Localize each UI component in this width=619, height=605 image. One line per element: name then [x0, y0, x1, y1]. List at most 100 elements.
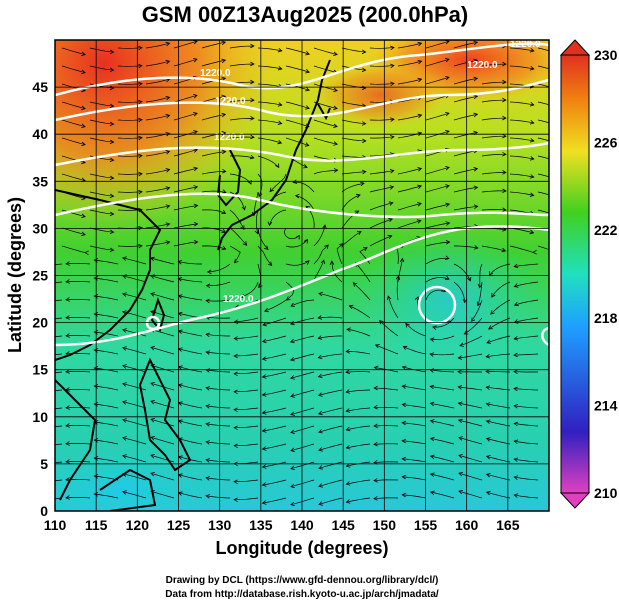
streamline-arrow	[557, 51, 561, 55]
streamline-arrow	[275, 163, 280, 169]
y-tick-label: 20	[32, 315, 48, 331]
streamline	[514, 263, 539, 267]
y-tick-label: 30	[32, 220, 48, 236]
contour-lines	[55, 42, 549, 347]
streamline	[458, 490, 483, 499]
streamline-arrow	[502, 79, 507, 85]
streamline-arrow	[261, 446, 267, 451]
streamline-arrow	[261, 356, 267, 361]
streamline	[486, 473, 511, 481]
streamline	[262, 497, 287, 504]
streamline	[229, 209, 245, 230]
streamline-arrow	[81, 123, 86, 129]
streamline	[318, 407, 343, 415]
streamline	[173, 131, 198, 139]
grid-lines	[55, 40, 549, 511]
streamline	[353, 282, 371, 301]
streamline	[318, 497, 343, 505]
streamline-arrow	[513, 404, 519, 409]
streamline	[122, 473, 147, 481]
streamline-arrow	[205, 440, 211, 445]
streamline	[486, 491, 511, 499]
streamline-arrow	[290, 429, 295, 434]
streamline	[387, 296, 399, 319]
streamline	[257, 83, 282, 88]
streamline	[425, 289, 446, 301]
streamline	[341, 119, 366, 125]
streamline-arrow	[502, 170, 507, 175]
y-tick-label: 45	[32, 79, 48, 95]
streamline	[262, 479, 287, 486]
streamline	[173, 205, 198, 211]
colorbar: 210 214 218 222 226 230	[559, 39, 618, 509]
streamline	[264, 299, 287, 312]
streamline-arrow	[348, 304, 354, 310]
streamline	[458, 472, 483, 481]
y-tick-label: 5	[40, 456, 48, 472]
streamline	[117, 245, 143, 247]
streamline	[178, 420, 203, 427]
streamline-arrow	[529, 65, 535, 71]
streamline-arrow	[513, 475, 519, 480]
streamline	[150, 364, 175, 373]
streamline	[374, 387, 399, 391]
streamline	[509, 137, 534, 142]
colorbar-label: 230	[594, 47, 618, 63]
streamline-arrow	[513, 457, 519, 462]
streamline	[89, 137, 114, 143]
streamline	[486, 420, 511, 427]
streamline-arrow	[138, 99, 143, 105]
streamline	[55, 335, 63, 338]
streamline	[61, 209, 86, 218]
streamline	[206, 459, 231, 463]
streamline	[313, 47, 338, 55]
credit-drawing: Drawing by DCL (https://www.gfd-dennou.o…	[166, 575, 439, 586]
streamline-arrow	[320, 259, 325, 265]
streamline-arrow	[414, 296, 420, 301]
streamline-arrow	[457, 401, 463, 407]
streamline-arrow	[205, 422, 211, 427]
streamline-arrow	[221, 245, 227, 250]
streamline-arrow	[485, 353, 491, 359]
streamline	[453, 77, 478, 85]
streamline-arrow	[109, 67, 115, 73]
streamline	[537, 245, 549, 250]
streamline	[509, 101, 534, 106]
streamline-arrow	[285, 296, 291, 301]
streamline	[432, 317, 455, 328]
streamline	[283, 227, 300, 240]
streamline-arrow	[458, 471, 463, 477]
streamline-arrow	[333, 123, 338, 128]
streamline	[117, 173, 143, 175]
streamline	[234, 443, 259, 447]
streamline	[61, 137, 86, 146]
streamline	[481, 245, 506, 252]
streamline-arrow	[193, 148, 199, 153]
contour-labels: 1220.0 1220.0 1220.0 1220.0 1220.0 1220.…	[200, 40, 541, 305]
streamline-arrow	[467, 276, 472, 282]
streamline-arrow	[233, 319, 239, 324]
streamline-arrow	[485, 490, 491, 496]
streamline	[285, 47, 310, 55]
streamline	[117, 191, 143, 193]
streamline-arrow	[138, 171, 143, 177]
streamline	[369, 186, 394, 193]
streamline	[373, 443, 399, 445]
streamline	[458, 386, 483, 391]
streamline-arrow	[65, 441, 70, 446]
streamline	[55, 353, 63, 356]
streamline-arrow	[38, 337, 42, 341]
streamline	[229, 63, 254, 67]
streamline	[341, 137, 366, 142]
streamline	[464, 317, 483, 335]
streamline-arrow	[345, 389, 351, 394]
streamline	[122, 491, 147, 499]
x-tick-label: 140	[290, 517, 314, 533]
streamline-arrow	[193, 239, 199, 245]
plot-frame	[54, 39, 550, 512]
streamline	[178, 492, 203, 499]
x-tick-label: 120	[126, 517, 150, 533]
streamline	[65, 353, 91, 355]
streamline-arrow	[429, 472, 435, 478]
